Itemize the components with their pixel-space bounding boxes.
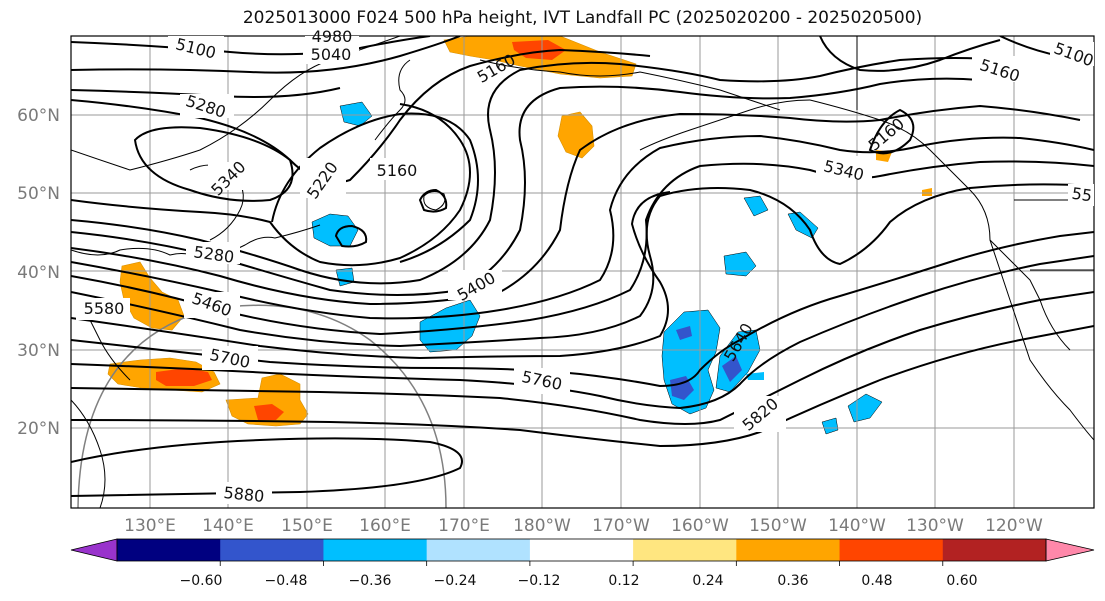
lon-label: 160°E: [359, 516, 411, 536]
latitude-labels: 60°N 50°N 40°N 30°N 20°N: [17, 106, 60, 439]
reference-circle: [77, 304, 447, 508]
contour-label: 5580: [84, 299, 125, 318]
ivt-positive-region: [156, 368, 212, 386]
colorbar-segment: [839, 539, 944, 561]
ivt-negative-region: [339, 101, 373, 127]
colorbar-frame: [116, 538, 1047, 562]
lat-label: 20°N: [17, 419, 60, 439]
lon-label: 170°E: [438, 516, 490, 536]
lon-label: 130°E: [124, 516, 176, 536]
ivt-negative-region: [722, 356, 742, 382]
lon-label: 160°W: [671, 516, 729, 536]
contour-label: 55: [1071, 184, 1094, 206]
colorbar: −0.60 −0.48 −0.36 −0.24 −0.12 0.12 0.24 …: [70, 538, 1095, 589]
colorbar-segment: [942, 539, 1047, 561]
height-contours: [71, 36, 1094, 497]
colorbar-segment: [220, 539, 324, 561]
longitude-labels: 130°E 140°E 150°E 160°E 170°E 180°W 170°…: [124, 516, 1043, 536]
lon-label: 150°W: [749, 516, 807, 536]
colorbar-extend-high: [1045, 538, 1095, 562]
colorbar-segment: [736, 539, 841, 561]
contour-label: 5160: [377, 161, 418, 180]
colorbar-tick-label: −0.24: [434, 573, 477, 589]
lon-label: 170°W: [592, 516, 650, 536]
contour-labels: 5100 4980 5040 5160 5160 5280 5340 5220 …: [76, 27, 1096, 506]
colorbar-tick-label: −0.48: [265, 573, 308, 589]
ivt-negative-region: [311, 213, 359, 247]
lat-label: 60°N: [17, 106, 60, 126]
map-title: 2025013000 F024 500 hPa height, IVT Land…: [242, 8, 923, 28]
ivt-negative-region: [676, 326, 692, 340]
contour-label: 5880: [223, 483, 265, 506]
contour-label: 5040: [311, 45, 352, 64]
colorbar-tick-label: 0.24: [692, 573, 723, 589]
lat-label: 30°N: [17, 341, 60, 361]
ivt-positive-region: [254, 404, 284, 420]
ivt-negative-region: [743, 195, 769, 217]
colorbar-segment: [529, 539, 634, 561]
lon-label: 130°W: [906, 516, 964, 536]
lon-label: 120°W: [985, 516, 1043, 536]
colorbar-tick-label: −0.60: [180, 573, 223, 589]
lon-label: 140°W: [828, 516, 886, 536]
map-frame: [70, 35, 1095, 509]
contour-label: 4980: [312, 27, 353, 46]
lon-label: 140°E: [202, 516, 254, 536]
lon-label: 180°W: [513, 516, 571, 536]
colorbar-tick-labels: −0.60 −0.48 −0.36 −0.24 −0.12 0.12 0.24 …: [180, 573, 978, 589]
colorbar-tick-label: 0.36: [777, 573, 808, 589]
colorbar-segment: [117, 539, 221, 561]
colorbar-tick-label: −0.12: [518, 573, 561, 589]
ivt-negative-region: [821, 417, 839, 435]
colorbar-tick-label: 0.12: [608, 573, 639, 589]
colorbar-tick-label: 0.60: [946, 573, 977, 589]
lat-label: 50°N: [17, 184, 60, 204]
colorbar-segment: [633, 539, 737, 561]
ivt-positive-region: [512, 40, 566, 60]
ivt-positive-region: [922, 188, 932, 196]
lon-label: 150°E: [281, 516, 333, 536]
lat-label: 40°N: [17, 263, 60, 283]
colorbar-segment: [426, 539, 531, 561]
colorbar-segment: [323, 539, 428, 561]
colorbar-extend-low: [70, 538, 118, 562]
ivt-negative-region: [670, 376, 694, 400]
ivt-positive-region: [225, 373, 309, 427]
map-plot-area: [71, 36, 1094, 508]
colorbar-tick-label: 0.48: [861, 573, 892, 589]
colorbar-tick-label: −0.36: [349, 573, 392, 589]
